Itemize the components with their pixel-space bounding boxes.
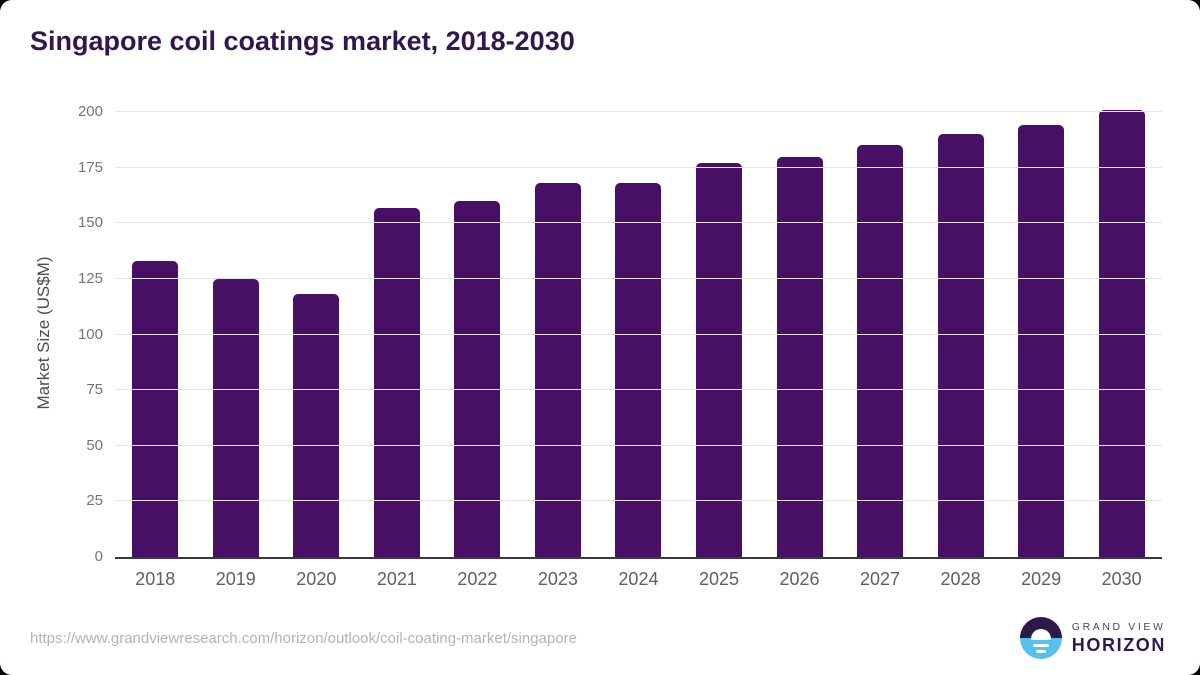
bar-2019 (212, 278, 259, 557)
x-tick-label-2020: 2020 (296, 569, 337, 589)
y-tick-label-75: 75 (86, 381, 103, 399)
bar-2020 (293, 294, 340, 557)
bar-2027 (857, 145, 904, 557)
gridline-150 (115, 222, 1162, 224)
bar-2026 (776, 156, 823, 557)
gridline-200 (115, 111, 1162, 113)
footer: https://www.grandviewresearch.com/horizo… (30, 617, 1166, 659)
logo-reflection-line (1035, 650, 1046, 653)
bar-2022 (454, 201, 501, 557)
logo-grand-view-text: GRAND VIEW (1071, 620, 1166, 633)
gridline-175 (115, 166, 1162, 168)
y-tick-label-175: 175 (77, 158, 103, 176)
y-tick-label-150: 150 (77, 214, 103, 232)
x-tick-label-2019: 2019 (215, 569, 256, 589)
bar-slot-2021 (357, 106, 438, 557)
y-tick-label-25: 25 (86, 492, 103, 510)
x-axis-labels: 2018 2019 2020 2021 2022 2023 2024 2025 2026 2027… (115, 569, 1162, 590)
y-tick-label-125: 125 (77, 269, 103, 287)
y-axis-title-column: Market Size (US$M) (30, 106, 58, 559)
logo-horizon-text: HORIZON (1071, 634, 1166, 655)
bar-2029 (1018, 125, 1065, 557)
bar-series (115, 106, 1162, 557)
bar-2021 (373, 207, 420, 557)
bar-slot-2027 (840, 106, 921, 557)
y-axis-ticks: 0 25 50 75 100 125 150 175 200 (58, 103, 115, 565)
x-tick-label-2030: 2030 (1101, 569, 1142, 589)
bar-slot-2018 (115, 106, 196, 557)
bar-2023 (534, 183, 581, 557)
x-tick-label-2028: 2028 (940, 569, 981, 589)
x-tick-label-2022: 2022 (457, 569, 498, 589)
gridline-100 (115, 333, 1162, 335)
bar-slot-2026 (759, 106, 840, 557)
x-tick-label-2025: 2025 (698, 569, 739, 589)
bar-slot-2023 (518, 106, 599, 557)
gridline-50 (115, 444, 1162, 446)
bar-2024 (615, 183, 662, 557)
bar-slot-2025 (679, 106, 760, 557)
bar-slot-2020 (276, 106, 357, 557)
bar-2018 (132, 261, 179, 557)
bar-slot-2030 (1081, 106, 1162, 557)
brand-logo: GRAND VIEW HORIZON (1019, 617, 1166, 659)
chart-title: Singapore coil coatings market, 2018-203… (30, 26, 575, 56)
x-tick-label-2024: 2024 (618, 569, 659, 589)
x-tick-label-2029: 2029 (1021, 569, 1062, 589)
source-url: https://www.grandviewresearch.com/horizo… (30, 629, 577, 647)
logo-reflection-line (1032, 644, 1049, 647)
y-tick-label-50: 50 (86, 436, 103, 454)
y-tick-label-200: 200 (77, 103, 103, 121)
x-tick-label-2023: 2023 (537, 569, 578, 589)
bar-slot-2029 (1001, 106, 1082, 557)
x-tick-label-2018: 2018 (135, 569, 176, 589)
grand-view-horizon-logo-icon (1019, 617, 1062, 659)
bar-2028 (937, 134, 984, 557)
bar-slot-2024 (598, 106, 679, 557)
chart-area: Market Size (US$M) 0 25 50 75 100 125 150 175 20… (30, 103, 1162, 565)
gridline-125 (115, 277, 1162, 279)
bar-2030 (1098, 109, 1145, 557)
bar-2025 (695, 163, 742, 557)
y-tick-label-0: 0 (94, 548, 103, 565)
bar-slot-2022 (437, 106, 518, 557)
y-tick-label-100: 100 (77, 325, 103, 343)
gridline-75 (115, 389, 1162, 391)
x-tick-label-2021: 2021 (376, 569, 417, 589)
logo-wordmark: GRAND VIEW HORIZON (1072, 621, 1166, 656)
y-axis-title: Market Size (US$M) (34, 255, 53, 410)
x-tick-label-2026: 2026 (779, 569, 820, 589)
gridline-25 (115, 500, 1162, 502)
bar-slot-2019 (196, 106, 277, 557)
plot-area (115, 106, 1162, 559)
logo-sun-shape (1030, 629, 1051, 640)
x-tick-label-2027: 2027 (860, 569, 901, 589)
bar-slot-2028 (920, 106, 1001, 557)
